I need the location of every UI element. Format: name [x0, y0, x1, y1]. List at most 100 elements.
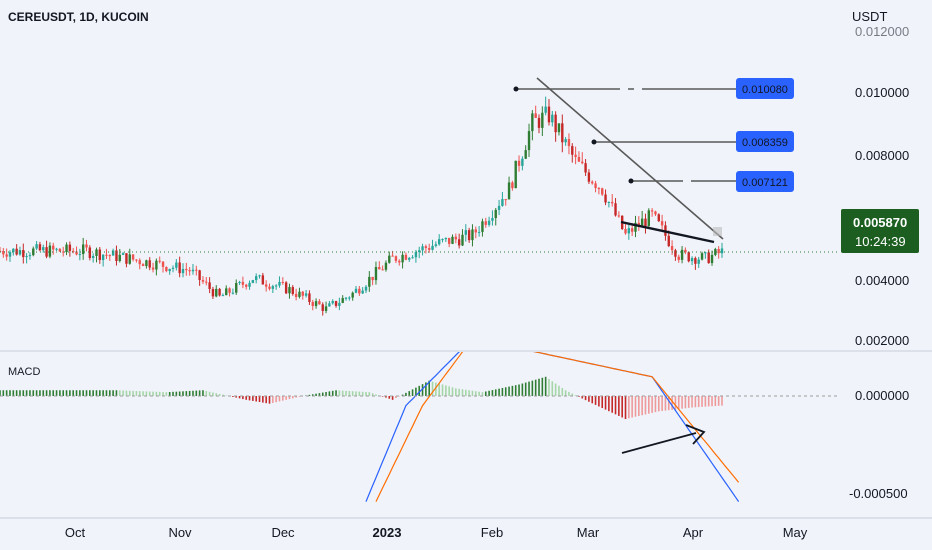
price-tick-1: 0.010000 [855, 85, 909, 100]
candle-body [474, 229, 477, 233]
candle-body [8, 252, 12, 257]
candle-body [527, 131, 531, 151]
candle-body [657, 214, 660, 222]
candle-body [128, 254, 131, 264]
candle-body [361, 290, 364, 294]
countdown-value: 10:24:39 [855, 234, 906, 249]
candle-body [12, 248, 15, 253]
time-tick-nov: Nov [168, 525, 192, 540]
candle-body [35, 244, 38, 249]
candle-body [391, 255, 394, 257]
candle-body [640, 218, 644, 226]
candle-body [85, 244, 88, 248]
candle-body [451, 236, 454, 244]
level-tag-2-text: 0.008359 [742, 137, 788, 149]
candle-body [71, 250, 75, 252]
level-tag-2[interactable] [736, 131, 794, 152]
price-tick-4: 0.002000 [855, 333, 909, 348]
candle-body [248, 282, 251, 287]
candle-body [231, 292, 235, 294]
candle-body [111, 250, 115, 256]
candle-body [511, 182, 514, 189]
level-tag-3[interactable] [736, 171, 794, 192]
candle-body [524, 150, 527, 159]
candle-body [418, 250, 421, 253]
candle-body [321, 304, 324, 311]
candle-body [617, 215, 621, 217]
candle-body [161, 261, 165, 267]
time-axis[interactable]: Oct Nov Dec 2023 Feb Mar Apr May [65, 525, 808, 540]
macd-tick-1: -0.000500 [849, 486, 908, 501]
candle-body [534, 113, 537, 118]
candle-body [604, 194, 607, 203]
candle-body [368, 276, 371, 287]
candle-body [514, 160, 517, 189]
candle-body [421, 246, 424, 251]
candle-body [477, 231, 481, 233]
level-anchor-3 [628, 178, 634, 184]
drawings[interactable]: 0.010080 0.008359 0.007121 [513, 77, 795, 454]
candle-body [584, 163, 587, 173]
candle-body [25, 256, 28, 258]
price-tick-2: 0.008000 [855, 148, 909, 163]
candle-body [241, 281, 245, 285]
level-tag-1[interactable] [736, 78, 794, 99]
time-tick-may: May [783, 525, 808, 540]
candle-body [221, 295, 225, 297]
candle-body [487, 220, 491, 225]
candle-body [75, 251, 78, 255]
macd-divergence-line[interactable] [621, 432, 697, 454]
candle-body [627, 228, 631, 234]
candle-body [68, 244, 72, 251]
candle-body [311, 301, 314, 306]
candle-body [91, 255, 95, 258]
candle-body [125, 253, 128, 264]
candle-body [135, 259, 138, 261]
signal-line [375, 352, 740, 502]
candle-body [52, 245, 55, 250]
candle-body [55, 248, 58, 250]
candle-body [614, 203, 617, 216]
candle-body [371, 276, 374, 281]
candle-body [235, 282, 238, 293]
candle-body [687, 252, 690, 262]
candle-body [301, 291, 304, 296]
macd-axis[interactable]: MACD 0.000000 -0.000500 [8, 366, 909, 501]
support-trendline[interactable] [620, 220, 715, 244]
candle-body [0, 250, 2, 252]
candle-body [155, 260, 158, 270]
candle-body [481, 221, 484, 232]
candle-body [574, 154, 577, 157]
time-tick-dec: Dec [271, 525, 295, 540]
candle-body [341, 298, 344, 303]
candle-body [467, 230, 471, 241]
candle-body [32, 248, 35, 256]
candle-body [398, 260, 401, 263]
candle-body [88, 247, 92, 258]
candle-body [690, 258, 694, 262]
candle-body [141, 264, 145, 267]
candle-body [201, 280, 205, 282]
descending-trendline[interactable] [536, 77, 724, 240]
candle-body [158, 260, 161, 262]
level-anchor-2 [591, 139, 597, 145]
candle-body [334, 301, 338, 306]
candle-body [434, 244, 438, 246]
candle-body [208, 282, 211, 289]
candle-body [454, 236, 458, 240]
candle-body [554, 114, 557, 133]
candle-body [437, 239, 441, 245]
currency-label: USDT [852, 9, 887, 24]
candle-body [457, 239, 461, 246]
candle-body [521, 158, 524, 166]
candle-body [354, 288, 358, 293]
candle-body [98, 249, 102, 261]
candle-body [484, 221, 487, 225]
candle-body [58, 248, 62, 252]
candle-body [601, 188, 604, 195]
candle-body [38, 244, 42, 251]
candle-body [547, 106, 551, 123]
price-axis[interactable]: 0.012000 0.010000 0.008000 0.004000 0.00… [841, 24, 919, 348]
time-tick-apr: Apr [683, 525, 704, 540]
